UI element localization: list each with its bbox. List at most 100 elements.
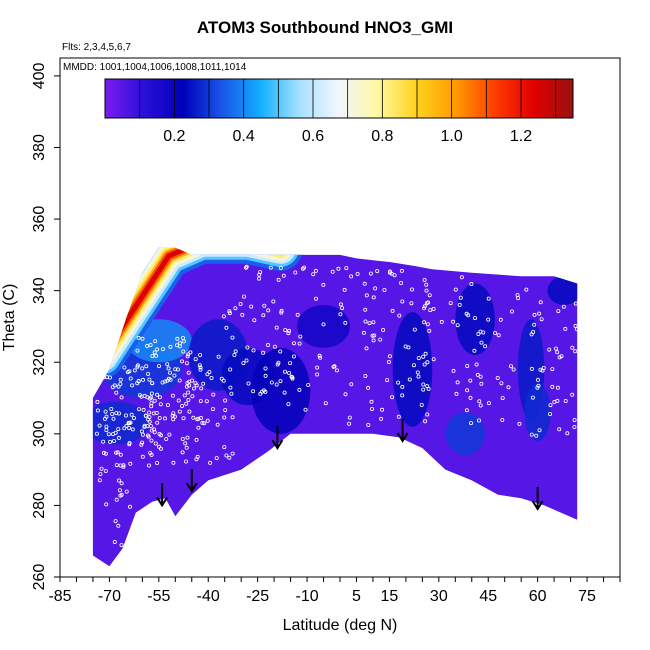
sample-point	[573, 349, 578, 354]
sample-point	[400, 393, 405, 398]
sample-point	[142, 423, 147, 428]
sample-point	[262, 303, 267, 308]
sample-point	[423, 419, 428, 424]
sample-point	[366, 422, 371, 427]
sample-point	[575, 327, 578, 332]
sample-point	[164, 436, 169, 441]
sample-point	[132, 368, 137, 373]
y-tick-label: 380	[31, 134, 48, 161]
sample-point	[317, 353, 322, 358]
sample-point	[291, 354, 296, 359]
sample-point	[263, 366, 268, 371]
sample-point	[468, 378, 473, 383]
sample-point	[537, 311, 542, 316]
sample-point	[506, 385, 511, 390]
sample-point	[221, 378, 226, 383]
sample-point	[381, 327, 386, 332]
sample-point	[140, 440, 145, 445]
sample-point	[251, 389, 256, 394]
sample-point	[180, 436, 185, 441]
sample-point	[122, 365, 127, 370]
sample-point	[109, 406, 114, 411]
sample-point	[419, 402, 424, 407]
field-patch	[445, 412, 485, 456]
sample-point	[476, 418, 481, 423]
sample-point	[269, 380, 274, 385]
sample-point	[211, 392, 216, 397]
sample-point	[185, 354, 190, 359]
sample-point	[536, 377, 541, 382]
sample-point	[258, 270, 263, 275]
sample-point	[278, 379, 283, 384]
sample-point	[112, 540, 117, 545]
sample-point	[276, 277, 281, 282]
sample-point	[149, 404, 154, 409]
sample-point	[230, 335, 235, 340]
sample-point	[315, 365, 320, 370]
colorbar-tick-label: 1.0	[441, 128, 463, 145]
sample-point	[144, 364, 149, 369]
sample-point	[295, 312, 300, 317]
sample-point	[457, 302, 462, 307]
sample-point	[104, 428, 109, 433]
sample-point	[210, 407, 215, 412]
sample-point	[124, 423, 129, 428]
sample-point	[129, 412, 134, 417]
sample-point	[215, 422, 220, 427]
sample-point	[191, 415, 196, 420]
x-tick-label: -40	[197, 588, 220, 605]
sample-point	[198, 399, 203, 404]
sample-point	[563, 398, 568, 403]
sample-point	[278, 349, 283, 354]
sample-point	[455, 323, 460, 328]
sample-point	[421, 382, 426, 387]
sample-point	[221, 314, 226, 319]
sample-point	[400, 384, 405, 389]
sample-point	[197, 363, 202, 368]
sample-point	[476, 331, 481, 336]
sample-point	[98, 472, 103, 477]
sample-point	[198, 352, 203, 357]
sample-point	[186, 397, 191, 402]
sample-point	[399, 280, 404, 285]
sample-point	[469, 281, 474, 286]
sample-point	[199, 386, 204, 391]
sample-point	[131, 416, 136, 421]
sample-point	[256, 276, 261, 281]
sample-point	[153, 339, 158, 344]
sample-point	[428, 308, 433, 313]
sample-point	[241, 294, 246, 299]
y-tick-label: 260	[31, 564, 48, 591]
sample-point	[421, 354, 426, 359]
sample-point	[347, 421, 352, 426]
sample-point	[146, 463, 151, 468]
sample-point	[246, 381, 251, 386]
sample-point	[223, 398, 228, 403]
sample-point	[124, 413, 129, 418]
sample-point	[230, 415, 235, 420]
sample-point	[128, 420, 133, 425]
sample-point	[216, 354, 221, 359]
sample-point	[166, 366, 171, 371]
field-patch	[251, 347, 311, 434]
sample-point	[511, 367, 516, 372]
sample-point	[200, 420, 205, 425]
sample-point	[165, 402, 170, 407]
sample-point	[168, 377, 173, 382]
sample-point	[477, 399, 482, 404]
sample-point	[363, 319, 368, 324]
sample-point	[103, 409, 108, 414]
sample-point	[179, 359, 184, 364]
sample-point	[427, 328, 432, 333]
sample-point	[321, 282, 326, 287]
sample-point	[517, 421, 522, 426]
sample-point	[261, 350, 266, 355]
sample-point	[472, 348, 477, 353]
sample-point	[183, 441, 188, 446]
sample-point	[116, 523, 121, 528]
sample-point	[227, 311, 232, 316]
sample-point	[478, 374, 483, 379]
colorbar-tick-label: 0.6	[302, 128, 324, 145]
sample-point	[557, 355, 562, 360]
